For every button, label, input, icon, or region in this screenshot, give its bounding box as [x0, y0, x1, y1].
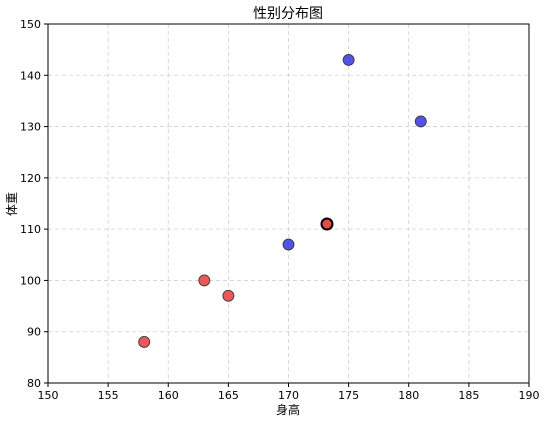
y-tick-label: 120	[20, 172, 41, 185]
x-tick-label: 185	[458, 389, 479, 402]
data-point	[222, 289, 235, 302]
data-points	[138, 53, 427, 348]
y-tick-label: 100	[20, 274, 41, 287]
x-tick-label: 180	[398, 389, 419, 402]
x-axis-label: 身高	[276, 402, 300, 417]
data-point	[138, 336, 151, 348]
y-tick-label: 150	[20, 18, 41, 31]
data-point	[198, 274, 211, 287]
x-tick-label: 170	[278, 389, 299, 402]
x-tick-label: 175	[338, 389, 359, 402]
grid-lines	[47, 23, 530, 384]
y-tick-label: 80	[27, 377, 41, 390]
chart-title: 性别分布图	[253, 6, 323, 22]
data-point	[414, 115, 427, 128]
data-point	[282, 238, 295, 251]
y-axis-label: 体重	[5, 192, 19, 216]
data-point-highlighted	[320, 217, 334, 231]
x-tick-label: 190	[519, 389, 540, 402]
y-axis-ticks: 80 90 100 110 120 130 140 150	[20, 18, 48, 390]
y-tick-label: 90	[27, 326, 41, 339]
y-tick-label: 140	[20, 69, 41, 82]
x-tick-label: 160	[158, 389, 179, 402]
x-tick-label: 155	[98, 389, 119, 402]
y-tick-label: 110	[20, 223, 41, 236]
plot-area	[47, 23, 530, 384]
y-tick-label: 130	[20, 121, 41, 134]
data-point	[342, 53, 355, 66]
x-axis-ticks: 150 155 160 165 170 175 180 185 190	[38, 383, 540, 402]
x-tick-label: 150	[38, 389, 59, 402]
x-tick-label: 165	[218, 389, 239, 402]
